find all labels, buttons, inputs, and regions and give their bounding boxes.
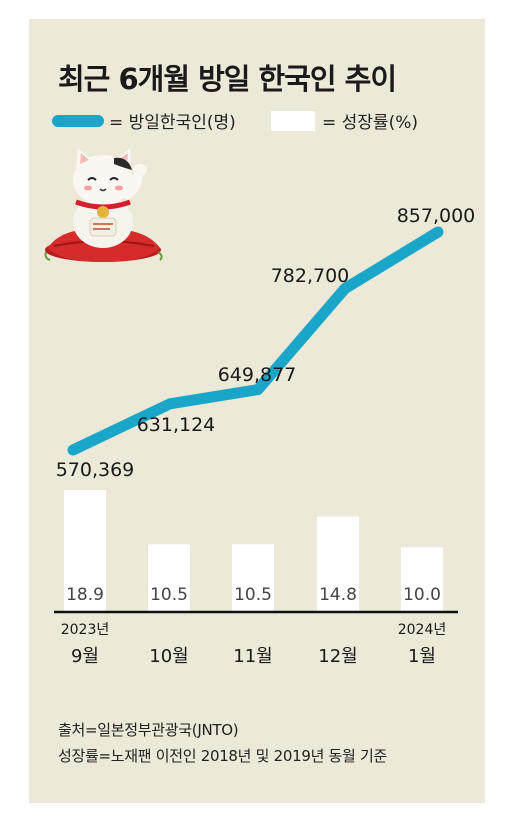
x-year-label: 2023년	[61, 622, 110, 638]
x-year-label: 2024년	[398, 622, 447, 638]
x-tick-label: 12월	[318, 646, 357, 667]
chart-footer: 출처=일본정부관광국(JNTO) 성장률=노재팬 이전인 2018년 및 201…	[58, 717, 387, 769]
x-tick-label: 10월	[149, 646, 188, 667]
visitors-point-label: 649,877	[218, 364, 297, 386]
visitors-line	[67, 226, 444, 456]
visitors-point-label: 782,700	[271, 265, 350, 287]
growth-bar-label: 10.5	[150, 585, 188, 605]
legend-line-swatch	[52, 115, 104, 127]
growth-bar	[317, 516, 359, 612]
x-tick-label: 9월	[71, 646, 99, 667]
growth-bar-label: 14.8	[319, 585, 357, 605]
growth-bar	[148, 544, 190, 612]
lucky-cat-icon	[44, 148, 163, 262]
growth-note: 성장률=노재팬 이전인 2018년 및 2019년 동월 기준	[58, 747, 388, 765]
visitors-point-label: 570,369	[56, 459, 135, 481]
x-tick-label: 11월	[233, 646, 272, 667]
legend-line-label: = 방일한국인(명)	[109, 113, 236, 133]
chart-panel	[29, 19, 485, 803]
growth-bar	[401, 547, 443, 612]
legend-bar-swatch	[271, 111, 315, 131]
growth-bar-label: 10.0	[403, 585, 441, 605]
source-note: 출처=일본정부관광국(JNTO)	[58, 721, 239, 739]
legend-bar-label: = 성장률(%)	[322, 113, 418, 133]
growth-bar-label: 10.5	[234, 585, 272, 605]
visitors-point-label: 857,000	[397, 205, 476, 227]
growth-bar	[64, 490, 106, 612]
x-tick-label: 1월	[408, 646, 436, 667]
visitors-point-label: 631,124	[137, 414, 216, 436]
chart-title: 최근 6개월 방일 한국인 추이	[58, 62, 397, 96]
growth-bar	[232, 544, 274, 612]
growth-bar-label: 18.9	[66, 585, 104, 605]
